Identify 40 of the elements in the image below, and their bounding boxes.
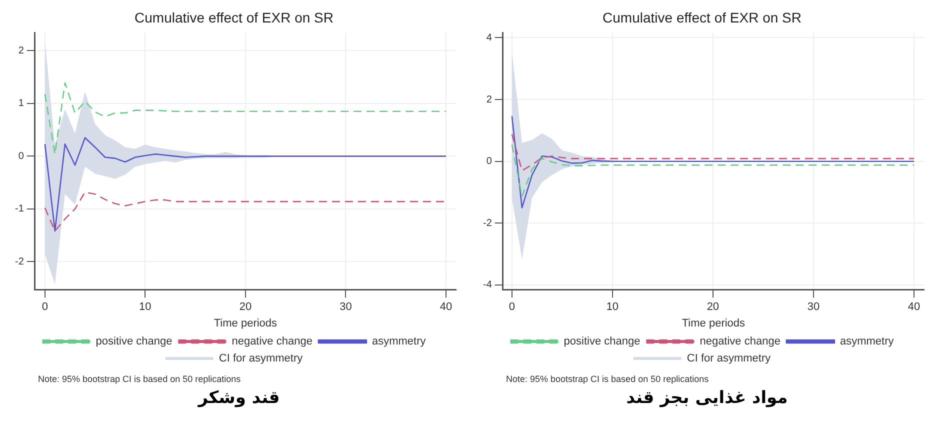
y-tick-label: 4 [486, 32, 492, 44]
x-tick-label: 0 [508, 301, 515, 314]
x-tick-label: 30 [340, 301, 352, 314]
y-tick-label: -2 [14, 256, 24, 268]
x-axis-title: Time periods [214, 317, 278, 330]
x-tick-label: 0 [42, 301, 48, 314]
y-tick-label: 1 [18, 98, 24, 110]
x-tick-label: 30 [807, 301, 820, 314]
chart-title: Cumulative effect of EXR on SR [602, 9, 802, 26]
text: مواد غذایی بجز قند [625, 388, 789, 408]
x-tick-label: 10 [606, 301, 619, 314]
y-tick-label: -4 [482, 280, 492, 291]
text: قند وشکر [196, 388, 281, 408]
y-tick-label: 0 [18, 150, 24, 162]
legend-label: negative change [232, 336, 312, 348]
y-tick-label: 2 [18, 45, 24, 56]
x-tick-label: 40 [440, 301, 452, 314]
x-tick-label: 20 [239, 301, 252, 314]
line-series [44, 191, 447, 232]
legend-label: asymmetry [372, 336, 426, 348]
legend-label: asymmetry [840, 336, 894, 348]
x-tick-label: 10 [139, 301, 152, 314]
x-tick-label: 40 [908, 301, 920, 314]
y-tick-label: -2 [482, 218, 492, 229]
legend-label: CI for asymmetry [218, 352, 304, 365]
legend-label: positive change [564, 336, 640, 348]
legend-label: CI for asymmetry [686, 352, 772, 365]
line-series [44, 82, 447, 155]
line-series [511, 144, 915, 197]
line-series [511, 134, 915, 172]
x-axis-title: Time periods [682, 317, 746, 330]
legend-label: negative change [700, 336, 780, 348]
y-tick-label: 2 [486, 94, 492, 106]
y-tick-label: 0 [486, 156, 492, 168]
text: Note: 95% bootstrap CI is based on 50 replications [505, 374, 710, 384]
x-tick-label: 20 [706, 301, 720, 314]
y-tick-label: -1 [14, 204, 24, 215]
text: Note: 95% bootstrap CI is based on 50 replications [37, 374, 242, 384]
chart-title: Cumulative effect of EXR on SR [134, 9, 334, 26]
legend-label: positive change [96, 336, 172, 348]
